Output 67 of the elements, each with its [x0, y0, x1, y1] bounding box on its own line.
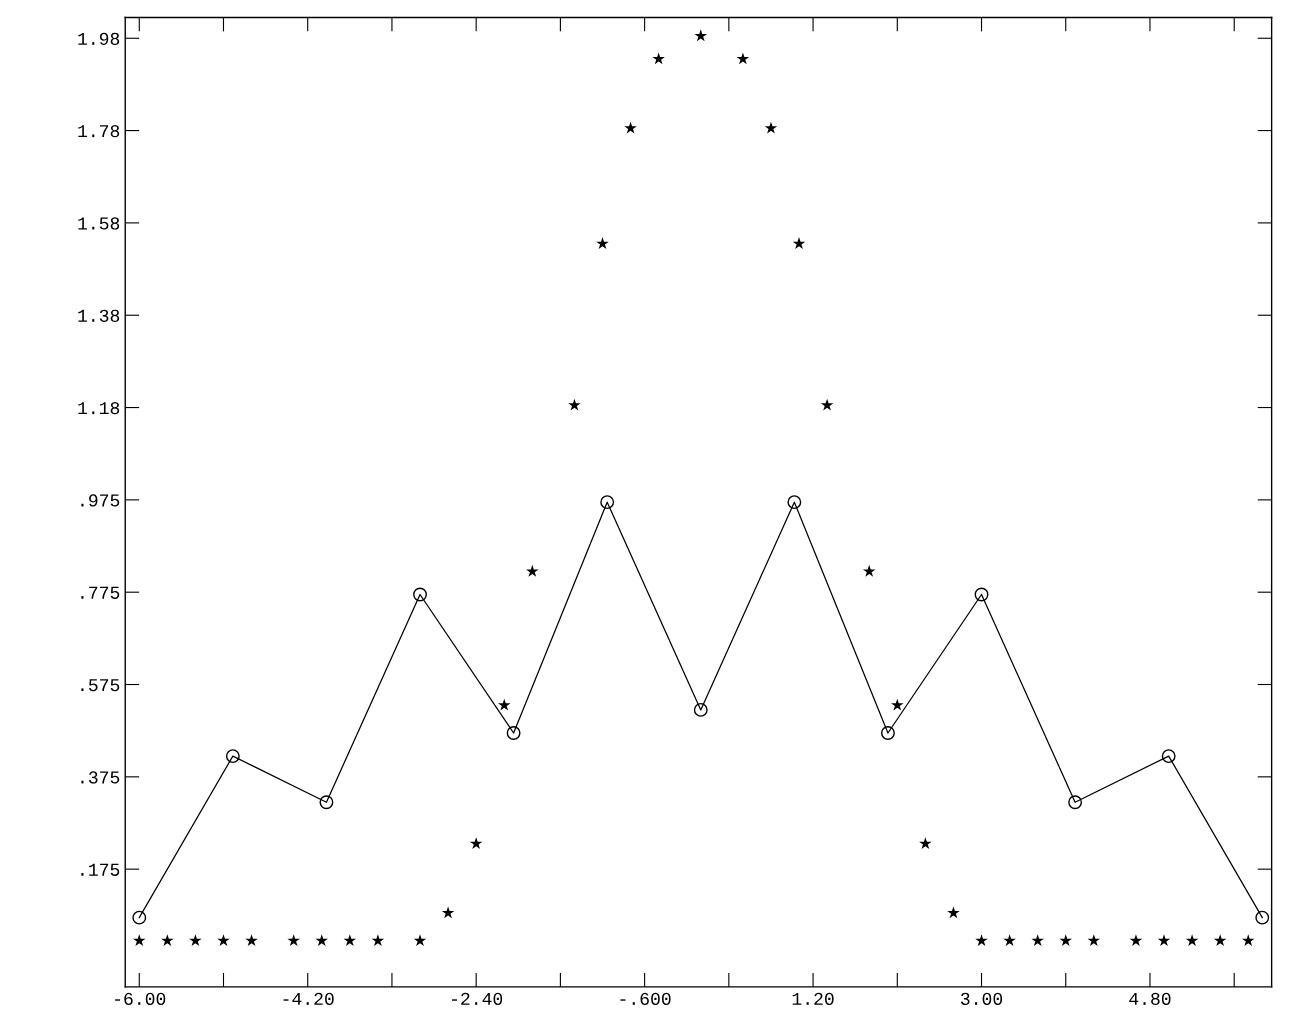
point	[862, 564, 876, 577]
point	[694, 29, 708, 42]
point	[1213, 934, 1227, 947]
point	[217, 934, 230, 947]
point	[287, 934, 300, 947]
point	[343, 934, 357, 947]
point	[1068, 795, 1083, 810]
y-tick-label: 1.58	[78, 217, 120, 230]
y-tick-label: 1.78	[78, 125, 120, 138]
y-tick-label: 1.18	[78, 402, 120, 415]
point	[596, 237, 609, 249]
point	[1255, 910, 1270, 925]
x-tick-label: 1.20	[792, 992, 834, 1005]
point	[526, 564, 539, 577]
point	[975, 934, 988, 947]
point	[764, 121, 778, 134]
x-tick-label: 3.00	[960, 992, 1003, 1005]
point	[469, 837, 483, 850]
point	[1185, 934, 1199, 947]
point	[1087, 934, 1101, 947]
point	[315, 934, 329, 947]
point	[1129, 934, 1143, 947]
point	[820, 398, 834, 411]
point	[600, 495, 615, 510]
y-tick-label: 1.98	[78, 32, 120, 45]
point	[506, 726, 521, 740]
point	[736, 52, 750, 65]
point	[413, 587, 427, 602]
point	[1059, 934, 1073, 947]
y-tick-label: .175	[81, 863, 120, 876]
y-tick-label: 1.38	[78, 309, 120, 322]
y-tick-label: .575	[81, 679, 120, 692]
point	[371, 934, 385, 947]
point	[225, 749, 240, 764]
point	[1031, 934, 1044, 947]
y-tick-label: .775	[81, 586, 120, 599]
point	[1161, 749, 1176, 764]
point	[787, 495, 802, 510]
point	[133, 934, 146, 947]
x-tick-label: -.600	[620, 992, 671, 1005]
point	[880, 726, 895, 740]
x-tick-label: -2.40	[452, 992, 503, 1005]
y-tick-label: .375	[81, 771, 120, 784]
point	[132, 910, 147, 925]
x-tick-label: 4.80	[1129, 992, 1171, 1005]
point	[792, 237, 806, 249]
point	[891, 698, 904, 711]
x-tick-label: -6.00	[115, 992, 166, 1005]
point	[693, 702, 708, 717]
point	[1003, 934, 1016, 947]
point	[947, 906, 960, 919]
point	[497, 698, 511, 711]
point	[161, 934, 174, 947]
point	[413, 934, 427, 947]
point	[189, 934, 202, 947]
point	[974, 587, 989, 602]
point	[1157, 934, 1171, 947]
point	[919, 837, 932, 850]
point	[319, 795, 334, 810]
point	[441, 906, 455, 919]
point	[624, 121, 637, 134]
point	[568, 398, 581, 411]
x-tick-label: -4.20	[283, 992, 334, 1005]
point	[245, 934, 258, 947]
y-tick-label: .975	[81, 494, 120, 507]
point	[1241, 934, 1255, 947]
point	[652, 52, 665, 65]
